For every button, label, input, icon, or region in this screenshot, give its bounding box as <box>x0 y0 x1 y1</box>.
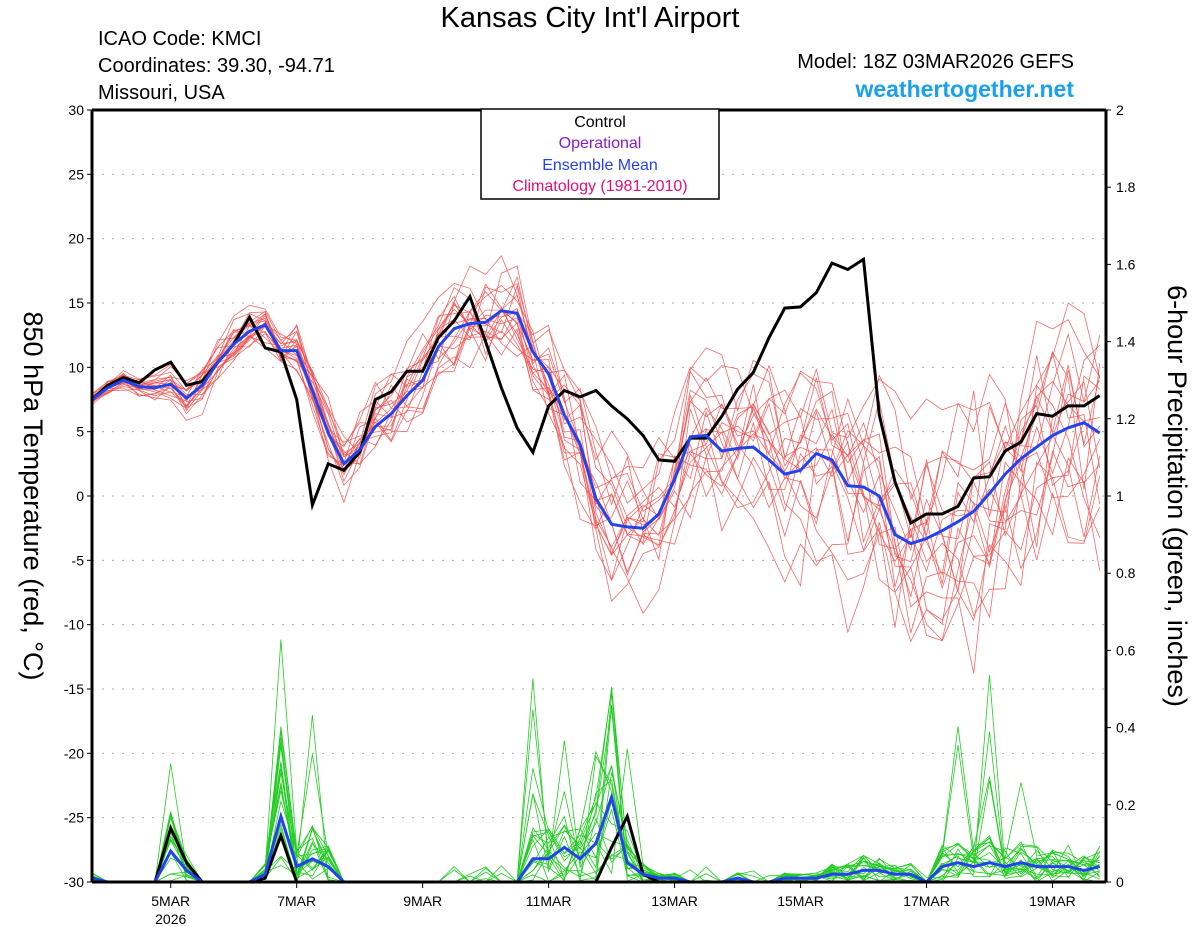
x-tick-label: 11MAR <box>526 893 572 909</box>
y-tick-label-left: -20 <box>64 745 84 761</box>
legend-box <box>480 108 720 200</box>
y-axis-label-left: 850 hPa Temperature (red, °C) <box>18 312 48 681</box>
precip-member-line <box>91 686 1101 883</box>
legend: Control Operational Ensemble Mean Climat… <box>480 108 720 200</box>
precip-member-line <box>91 639 1100 883</box>
x-tick-label: 19MAR <box>1029 893 1076 909</box>
y-tick-label-left: -10 <box>64 617 84 633</box>
icao-code: ICAO Code: KMCI <box>98 28 262 50</box>
temp-members <box>91 255 1101 674</box>
ensemble-mean-precip-line <box>91 791 1101 884</box>
precip-member-line <box>91 709 1100 883</box>
x-tick-label: 13MAR <box>651 893 698 909</box>
temp-member-line <box>91 308 1100 598</box>
coordinates: Coordinates: 39.30, -94.71 <box>98 55 335 77</box>
temp-member-line <box>91 290 1101 625</box>
x-tick-label: 5MAR <box>151 893 190 909</box>
grid <box>92 173 1106 819</box>
y-tick-label-right: 2 <box>1116 102 1124 118</box>
precip-members <box>91 639 1101 884</box>
precip-member-line <box>91 693 1100 883</box>
y-tick-label-right: 1.2 <box>1116 411 1136 427</box>
y-tick-label-right: 0.6 <box>1116 642 1136 658</box>
model-run: Model: 18Z 03MAR2026 GEFS <box>797 51 1074 73</box>
temp-member-line <box>91 304 1101 642</box>
y-tick-label-left: -5 <box>72 552 85 568</box>
x-tick-label: 7MAR <box>277 893 316 909</box>
y-tick-label-right: 1.8 <box>1116 179 1136 195</box>
temp-member-line <box>91 301 1101 642</box>
y-tick-label-left: 5 <box>76 424 84 440</box>
x-tick-sublabel: 2026 <box>155 911 186 927</box>
temp-member-line <box>91 275 1101 583</box>
precip-member-line <box>91 678 1100 883</box>
x-tick-label: 17MAR <box>903 893 950 909</box>
y-tick-label-right: 0 <box>1116 874 1124 890</box>
y-tick-label-right: 1.4 <box>1116 334 1136 350</box>
y-tick-label-left: 0 <box>76 488 84 504</box>
control-temp-line <box>90 256 1101 526</box>
chart-title: Kansas City Int'l Airport <box>440 2 740 34</box>
precip-member-line <box>91 689 1100 883</box>
y-tick-label-right: 1 <box>1116 488 1124 504</box>
precip-member-line <box>91 675 1100 883</box>
y-tick-label-left: 10 <box>68 359 84 375</box>
location: Missouri, USA <box>98 82 225 104</box>
y-tick-label-left: -15 <box>64 681 84 697</box>
y-tick-label-left: 15 <box>68 295 84 311</box>
temp-member-line <box>91 283 1101 537</box>
y-tick-label-left: 25 <box>68 166 84 182</box>
legend-climatology: Climatology (1981-2010) <box>512 178 687 195</box>
y-tick-label-right: 0.8 <box>1116 565 1136 581</box>
legend-ensemble-mean: Ensemble Mean <box>542 157 658 174</box>
y-tick-label-right: 0.2 <box>1116 797 1136 813</box>
y-tick-label-left: 30 <box>68 102 84 118</box>
y-axis-label-right: 6-hour Precipitation (green, inches) <box>1162 285 1192 707</box>
y-tick-label-left: -25 <box>64 810 84 826</box>
x-tick-label: 15MAR <box>777 893 824 909</box>
x-tick-label: 9MAR <box>403 893 442 909</box>
temp-member-line <box>91 283 1101 643</box>
ensemble-mean-temp-line <box>91 309 1101 546</box>
legend-control: Control <box>574 114 626 131</box>
y-tick-label-right: 1.6 <box>1116 256 1136 272</box>
temp-member-line <box>91 308 1101 582</box>
y-tick-label-left: -30 <box>64 874 84 890</box>
y-tick-label-right: 0.4 <box>1116 720 1136 736</box>
y-tick-label-left: 20 <box>68 231 84 247</box>
legend-operational: Operational <box>559 135 642 152</box>
site-link[interactable]: weathertogether.net <box>855 76 1074 102</box>
